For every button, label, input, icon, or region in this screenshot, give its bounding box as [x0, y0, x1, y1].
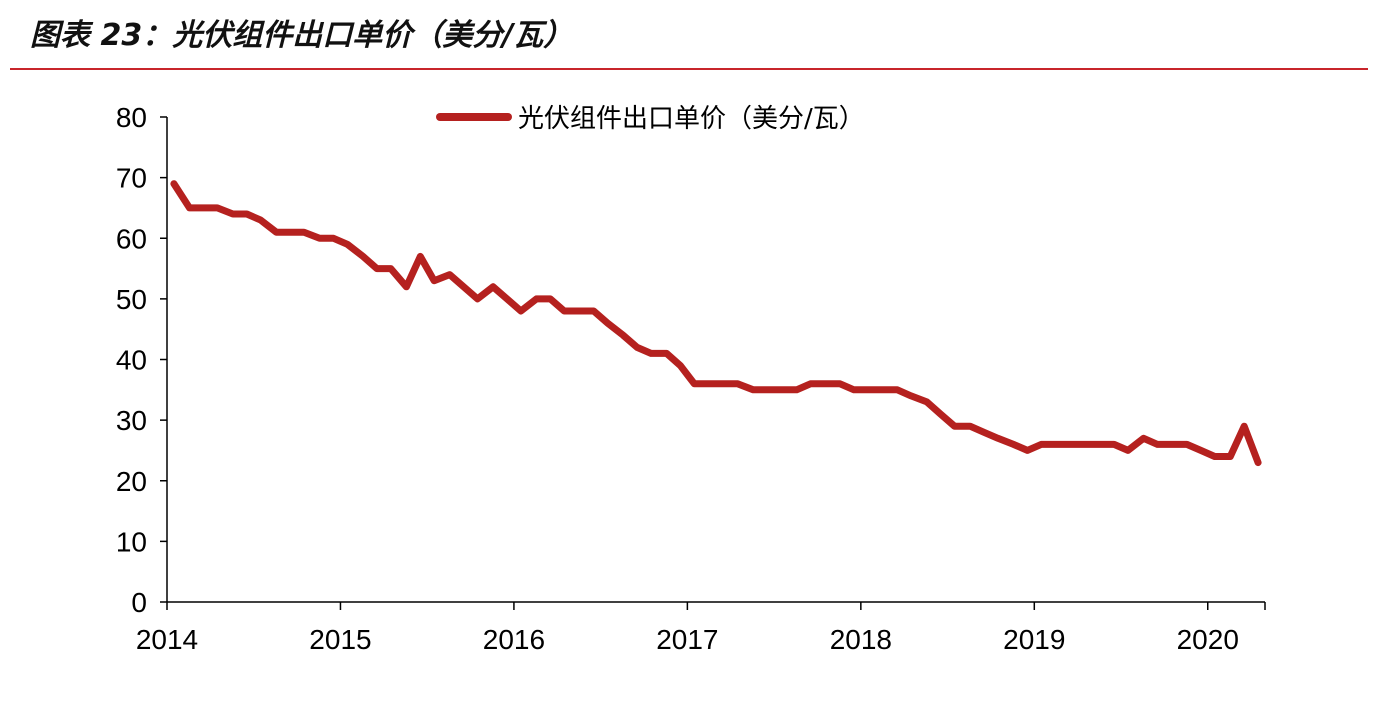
- y-tick-label: 40: [116, 345, 147, 376]
- x-tick-label: 2014: [136, 624, 198, 655]
- y-tick-label: 20: [116, 466, 147, 497]
- legend: 光伏组件出口单价（美分/瓦）: [436, 104, 865, 134]
- x-tick-label: 2018: [830, 624, 892, 655]
- x-axis-ticks: 2014 2015 2016 2017 2018 2019 2020: [136, 602, 1266, 655]
- x-tick-label: 2016: [483, 624, 545, 655]
- x-tick-label: 2020: [1177, 624, 1239, 655]
- y-tick-label: 0: [131, 587, 147, 618]
- y-tick-label: 70: [116, 163, 147, 194]
- plot-area: [170, 180, 1262, 467]
- y-tick-label: 80: [116, 102, 147, 133]
- y-axis-ticks: 0 10 20 30 40 50 60 70 80: [116, 102, 167, 618]
- y-tick-label: 50: [116, 284, 147, 315]
- x-tick-label: 2015: [309, 624, 371, 655]
- y-tick-label: 60: [116, 223, 147, 254]
- series-line-module-export-price: [170, 180, 1262, 467]
- figure-title: 图表 23：光伏组件出口单价（美分/瓦）: [30, 18, 574, 53]
- x-tick-label: 2019: [1003, 624, 1065, 655]
- title-divider: [10, 68, 1368, 70]
- y-tick-label: 10: [116, 526, 147, 557]
- legend-label: 光伏组件出口单价（美分/瓦）: [518, 104, 865, 134]
- y-tick-label: 30: [116, 405, 147, 436]
- x-tick-label: 2017: [656, 624, 718, 655]
- chart-axes: [166, 117, 1265, 603]
